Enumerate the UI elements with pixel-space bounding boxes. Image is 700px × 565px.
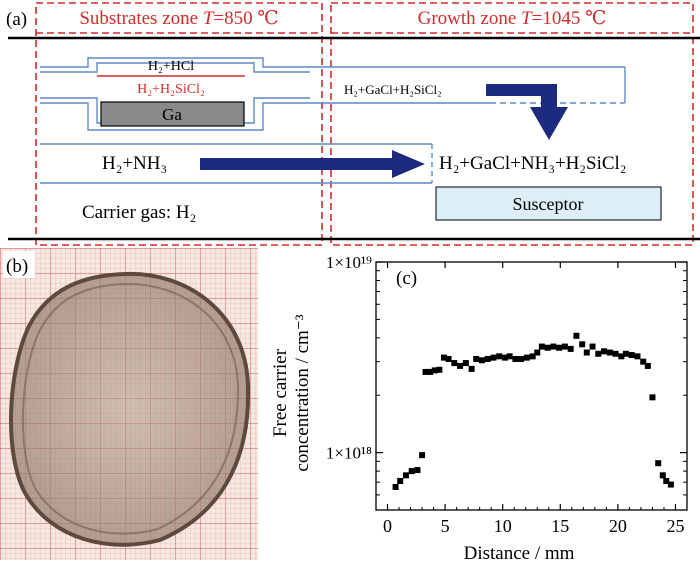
ga-boat-label: Ga — [162, 105, 182, 124]
panel-c-label: (c) — [396, 268, 417, 289]
data-point — [573, 332, 580, 339]
data-point — [397, 477, 404, 484]
data-point — [640, 358, 647, 365]
panel-b-label-bg — [3, 251, 35, 278]
x-tick-label: 5 — [441, 516, 450, 536]
gacl-flow-arrow — [486, 84, 568, 140]
data-point — [523, 354, 530, 361]
data-point — [579, 341, 586, 348]
susceptor-label: Susceptor — [513, 194, 584, 214]
x-tick-label: 10 — [494, 516, 512, 536]
wafer-photo: (b) — [0, 248, 258, 560]
x-tick-label: 25 — [666, 516, 684, 536]
y-tick-label: 1×10¹⁹ — [326, 253, 372, 272]
x-tick-label: 20 — [609, 516, 627, 536]
data-point — [490, 354, 497, 361]
data-point — [595, 350, 602, 357]
data-point — [659, 472, 666, 479]
panel-a-label: (a) — [6, 9, 27, 30]
substrates-zone-title: Substrates zone T=850 ℃ — [79, 8, 278, 29]
data-point — [634, 353, 641, 360]
data-point — [408, 468, 415, 475]
source-tube-top — [40, 57, 310, 68]
growth-zone-frame — [330, 2, 694, 246]
data-point — [462, 360, 469, 367]
data-point — [473, 355, 480, 362]
data-point — [649, 394, 656, 401]
nh3-flow-arrow — [200, 150, 425, 178]
gas-gacl-label: H₂+GaCl+H₂SiCl₂ — [344, 82, 442, 97]
data-point — [534, 349, 541, 356]
chart-svg: (c) Free carrier concentration / cm⁻³ Di… — [270, 253, 688, 564]
data-point — [518, 355, 525, 362]
wafer-image: (b) — [0, 248, 258, 560]
source-tube-outer-bottom — [40, 102, 310, 131]
data-point — [583, 349, 590, 356]
axis-ticks: 0 5 10 15 20 25 1×10¹⁹ 1×10¹⁸ — [326, 253, 688, 536]
data-point — [606, 349, 613, 356]
susceptor — [435, 186, 662, 221]
substrates-zone-frame — [35, 2, 323, 246]
carrier-gas-label: Carrier gas: H₂ — [82, 202, 196, 223]
data-point — [440, 354, 447, 361]
data-point — [561, 343, 568, 350]
x-axis-label: Distance / mm — [464, 543, 575, 560]
source-tube-inner-top — [40, 62, 310, 73]
plot-frame — [375, 261, 688, 511]
y-axis-label-line2: concentration / cm⁻³ — [292, 314, 313, 471]
data-point — [445, 355, 452, 362]
data-point — [431, 367, 438, 374]
data-point — [468, 365, 475, 372]
gan-wafer — [9, 271, 251, 547]
y-axis-label-line1: Free carrier — [270, 348, 291, 437]
carrier-chart: (c) Free carrier concentration / cm⁻³ Di… — [258, 248, 700, 565]
data-point — [550, 343, 557, 350]
gas-mix-label: H₂+GaCl+NH₃+H₂SiCl₂ — [439, 153, 626, 174]
data-point — [457, 362, 464, 369]
data-point — [612, 350, 619, 357]
data-point — [451, 360, 458, 367]
data-point — [538, 343, 545, 350]
wafer-inner-edge — [21, 282, 240, 535]
data-point — [419, 452, 426, 459]
data-point — [402, 472, 409, 479]
data-point — [622, 350, 629, 357]
x-tick-label: 0 — [383, 516, 392, 536]
data-point — [529, 353, 536, 360]
data-point — [556, 344, 563, 351]
data-point — [628, 352, 635, 359]
data-point — [414, 467, 421, 474]
gas-sicl-label: H₂+H₂SiCl₂ — [137, 82, 205, 97]
gas-nh3-label: H₂+NH₃ — [102, 153, 167, 174]
data-point — [392, 484, 399, 491]
y-tick-label: 1×10¹⁸ — [326, 444, 372, 463]
data-point — [567, 345, 574, 352]
data-point — [512, 355, 519, 362]
data-point — [484, 355, 491, 362]
data-point — [436, 366, 443, 373]
data-point — [663, 477, 670, 484]
data-point — [427, 368, 434, 375]
data-point — [644, 362, 651, 369]
growth-zone-title: Growth zone T=1045 ℃ — [418, 8, 607, 29]
data-point — [589, 343, 596, 350]
data-point — [601, 348, 608, 355]
data-point — [544, 344, 551, 351]
panel-b-label: (b) — [6, 256, 28, 277]
data-point — [506, 353, 513, 360]
data-point — [496, 353, 503, 360]
reactor-schematic: Substrates zone T=850 ℃ Growth zone T=10… — [6, 2, 700, 246]
data-point — [478, 357, 485, 364]
data-point — [655, 460, 662, 467]
data-point — [618, 353, 625, 360]
data-point — [502, 354, 509, 361]
gas-hcl-label: H₂+HCl — [148, 59, 194, 74]
data-points — [392, 332, 674, 491]
x-tick-label: 15 — [551, 516, 569, 536]
data-point — [422, 368, 429, 375]
ga-boat — [100, 101, 245, 127]
data-point — [667, 481, 674, 488]
